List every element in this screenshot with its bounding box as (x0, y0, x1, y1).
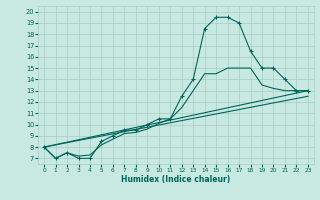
X-axis label: Humidex (Indice chaleur): Humidex (Indice chaleur) (121, 175, 231, 184)
